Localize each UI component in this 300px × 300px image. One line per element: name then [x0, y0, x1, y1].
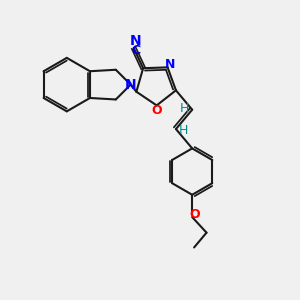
Text: H: H — [179, 124, 188, 137]
Text: O: O — [152, 104, 162, 117]
Text: N: N — [125, 78, 136, 92]
Text: N: N — [129, 34, 141, 48]
Text: N: N — [165, 58, 176, 71]
Text: O: O — [189, 208, 200, 221]
Text: H: H — [180, 102, 189, 115]
Text: C: C — [131, 44, 141, 58]
